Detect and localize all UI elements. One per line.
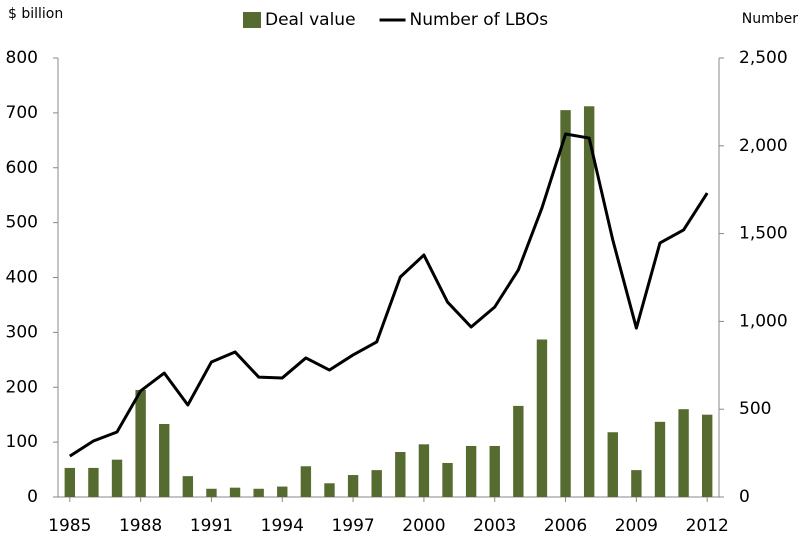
y2-tick-label: 2,000: [739, 136, 788, 156]
bar: [583, 106, 595, 497]
bar: [631, 470, 642, 497]
bar: [111, 459, 123, 497]
x-tick-label: 1988: [119, 516, 162, 536]
bar: [88, 467, 99, 497]
bar: [395, 452, 406, 497]
bar: [159, 424, 170, 497]
x-tick-label: 2000: [402, 516, 445, 536]
y-tick-label: 800: [6, 48, 38, 68]
bar: [324, 483, 335, 497]
bar: [229, 487, 241, 497]
bar: [300, 466, 312, 497]
bar: [465, 445, 477, 497]
bar: [347, 475, 359, 497]
x-tick-label: 2003: [473, 516, 516, 536]
y-tick-label: 300: [6, 322, 38, 342]
bar: [64, 467, 75, 497]
y2-tick-label: 1,000: [739, 311, 788, 331]
bar: [654, 421, 666, 497]
legend-label: Number of LBOs: [410, 10, 549, 30]
bar: [442, 462, 453, 497]
legend-swatch: [243, 12, 261, 28]
bar: [513, 405, 524, 497]
bar: [277, 486, 288, 497]
bar: [678, 409, 689, 497]
y2-tick-label: 500: [739, 399, 771, 419]
x-tick-label: 2006: [544, 516, 587, 536]
y2-tick-label: 0: [739, 487, 750, 507]
y-tick-label: 100: [6, 432, 38, 452]
x-tick-label: 1997: [331, 516, 374, 536]
bar: [607, 432, 618, 497]
bar: [489, 445, 500, 497]
bar: [253, 488, 264, 497]
y-axis-title: $ billion: [8, 6, 63, 22]
bar: [371, 470, 382, 497]
bar: [206, 488, 217, 497]
x-tick-label: 1985: [48, 516, 91, 536]
y-tick-label: 0: [27, 487, 38, 507]
y2-axis-title: Number: [742, 11, 798, 27]
y-tick-label: 400: [6, 268, 38, 288]
y2-tick-label: 1,500: [739, 224, 788, 244]
y-tick-label: 200: [6, 377, 38, 397]
x-tick-label: 2012: [686, 516, 729, 536]
bar: [418, 444, 430, 497]
y2-tick-label: 2,500: [739, 48, 788, 68]
y-tick-label: 600: [6, 158, 38, 178]
bar: [536, 339, 548, 497]
bar: [182, 476, 194, 497]
y-tick-label: 500: [6, 213, 38, 233]
bar: [702, 414, 713, 497]
bar: [135, 389, 146, 497]
x-tick-label: 2009: [615, 516, 658, 536]
x-tick-label: 1991: [190, 516, 233, 536]
x-tick-label: 1994: [261, 516, 304, 536]
legend-label: Deal value: [265, 10, 356, 30]
line: [68, 132, 709, 458]
y-tick-label: 700: [6, 103, 38, 123]
bar: [560, 110, 571, 497]
